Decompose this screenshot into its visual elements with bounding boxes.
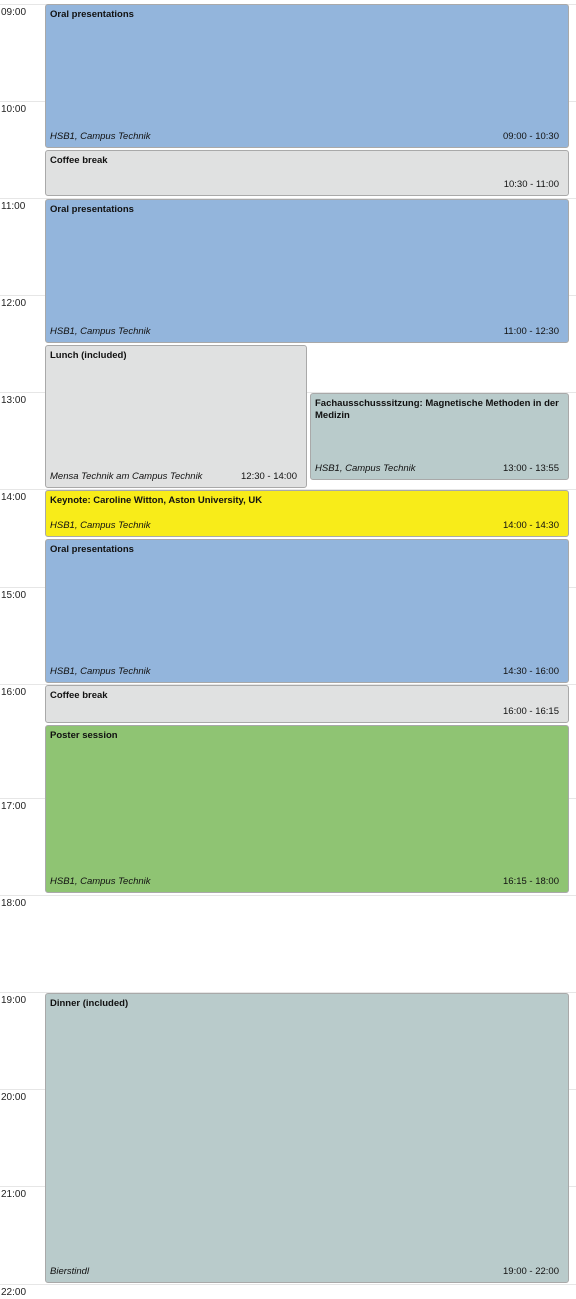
hour-label: 18:00 bbox=[1, 898, 27, 909]
event-title: Dinner (included) bbox=[50, 998, 129, 1009]
grid-line-1600 bbox=[0, 684, 576, 685]
event-title: Oral presentations bbox=[50, 204, 134, 215]
grid-line-1100 bbox=[0, 198, 576, 199]
grid-line-1400 bbox=[0, 489, 576, 490]
hour-label: 20:00 bbox=[1, 1092, 27, 1103]
event-time: 14:00 - 14:30 bbox=[503, 520, 559, 531]
event-location: Mensa Technik am Campus Technik bbox=[50, 471, 203, 482]
event-poster-session[interactable]: Poster session HSB1, Campus Technik 16:1… bbox=[45, 725, 569, 893]
event-time: 13:00 - 13:55 bbox=[503, 463, 559, 474]
event-title: Lunch (included) bbox=[50, 350, 127, 361]
hour-label: 19:00 bbox=[1, 995, 27, 1006]
hour-label: 12:00 bbox=[1, 298, 27, 309]
event-time: 10:30 - 11:00 bbox=[503, 179, 559, 190]
event-time: 12:30 - 14:00 bbox=[241, 471, 297, 482]
event-location: HSB1, Campus Technik bbox=[50, 520, 151, 531]
grid-line-1900 bbox=[0, 992, 576, 993]
hour-label: 11:00 bbox=[1, 201, 26, 212]
event-time: 16:00 - 16:15 bbox=[503, 706, 559, 717]
event-location: HSB1, Campus Technik bbox=[315, 463, 416, 474]
event-time: 16:15 - 18:00 bbox=[503, 876, 559, 887]
hour-label: 10:00 bbox=[1, 104, 27, 115]
event-location: HSB1, Campus Technik bbox=[50, 666, 151, 677]
event-location: HSB1, Campus Technik bbox=[50, 876, 151, 887]
event-coffee-break-afternoon[interactable]: Coffee break 16:00 - 16:15 bbox=[45, 685, 569, 723]
event-title: Oral presentations bbox=[50, 9, 134, 20]
event-title: Coffee break bbox=[50, 155, 108, 166]
hour-label: 15:00 bbox=[1, 590, 27, 601]
hour-label: 13:00 bbox=[1, 395, 27, 406]
grid-line-1800 bbox=[0, 895, 576, 896]
event-oral-presentations-afternoon[interactable]: Oral presentations HSB1, Campus Technik … bbox=[45, 539, 569, 683]
event-time: 19:00 - 22:00 bbox=[503, 1266, 559, 1277]
event-title: Poster session bbox=[50, 730, 118, 741]
event-title: Coffee break bbox=[50, 690, 108, 701]
event-title: Fachausschusssitzung: Magnetische Method… bbox=[315, 398, 559, 421]
event-oral-presentations-morning[interactable]: Oral presentations HSB1, Campus Technik … bbox=[45, 4, 569, 148]
hour-label: 14:00 bbox=[1, 492, 27, 503]
event-location: HSB1, Campus Technik bbox=[50, 131, 151, 142]
hour-label: 16:00 bbox=[1, 687, 27, 698]
event-location: HSB1, Campus Technik bbox=[50, 326, 151, 337]
event-fachausschusssitzung[interactable]: Fachausschusssitzung: Magnetische Method… bbox=[310, 393, 569, 480]
hour-label: 22:00 bbox=[1, 1287, 27, 1298]
event-title: Keynote: Caroline Witton, Aston Universi… bbox=[50, 495, 263, 506]
event-time: 11:00 - 12:30 bbox=[503, 326, 559, 337]
hour-label: 17:00 bbox=[1, 801, 27, 812]
event-oral-presentations-late-morning[interactable]: Oral presentations HSB1, Campus Technik … bbox=[45, 199, 569, 343]
hour-label: 21:00 bbox=[1, 1189, 27, 1200]
event-dinner[interactable]: Dinner (included) Bierstindl 19:00 - 22:… bbox=[45, 993, 569, 1283]
event-title: Oral presentations bbox=[50, 544, 134, 555]
grid-line-2200 bbox=[0, 1284, 576, 1285]
event-coffee-break-morning[interactable]: Coffee break 10:30 - 11:00 bbox=[45, 150, 569, 196]
event-lunch[interactable]: Lunch (included) Mensa Technik am Campus… bbox=[45, 345, 307, 488]
event-time: 14:30 - 16:00 bbox=[503, 666, 559, 677]
event-location: Bierstindl bbox=[50, 1266, 90, 1277]
event-keynote[interactable]: Keynote: Caroline Witton, Aston Universi… bbox=[45, 490, 569, 537]
hour-label: 09:00 bbox=[1, 7, 27, 18]
event-time: 09:00 - 10:30 bbox=[503, 131, 559, 142]
